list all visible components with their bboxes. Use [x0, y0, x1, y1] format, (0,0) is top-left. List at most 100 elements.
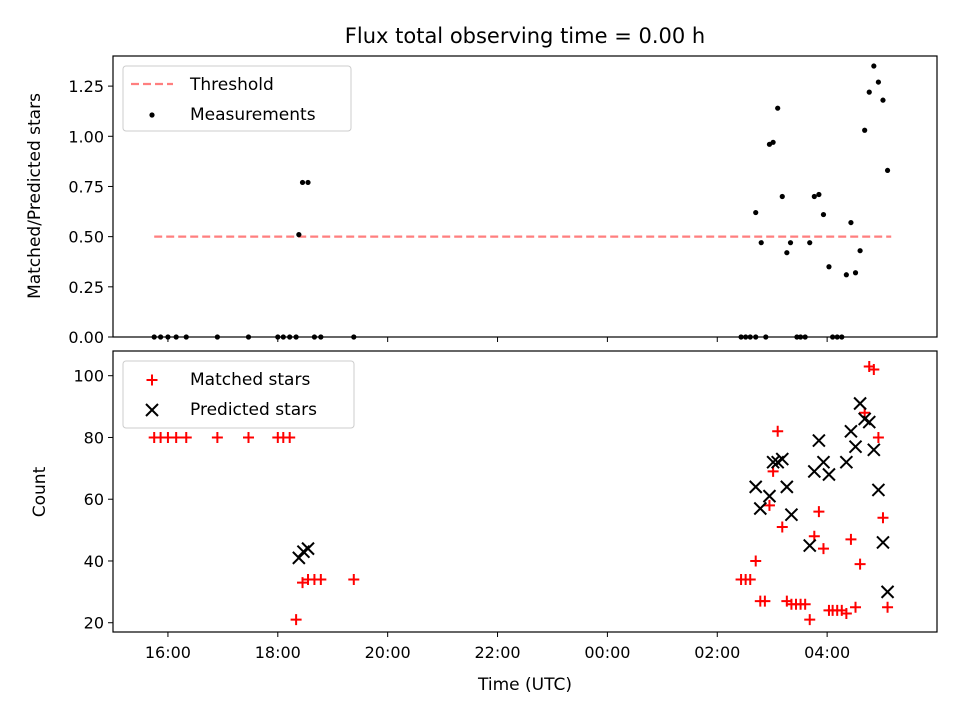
- predicted-star-point: [839, 455, 854, 469]
- top-y-tick-label: 0.75: [68, 177, 104, 196]
- matched-star-point: [750, 555, 762, 567]
- predicted-star-point: [853, 396, 867, 411]
- matched-star-point: [180, 431, 192, 443]
- bottom-y-tick-label: 20: [84, 614, 104, 633]
- bottom-x-tick-label: 18:00: [255, 643, 301, 662]
- bottom-axes-frame: [112, 350, 938, 633]
- legend-measurements-swatch: [149, 112, 155, 118]
- matched-star-point: [817, 543, 829, 555]
- measurement-point: [770, 139, 776, 145]
- x-axis-label: Time (UTC): [477, 675, 572, 695]
- top-y-tick-label: 0.25: [68, 278, 104, 297]
- matched-star-point: [243, 431, 255, 443]
- predicted-star-point: [762, 489, 777, 503]
- predicted-star-point: [766, 455, 780, 469]
- measurement-point: [871, 63, 877, 69]
- matched-star-point: [759, 595, 771, 607]
- matched-star-point: [882, 601, 894, 613]
- matched-star-point: [290, 614, 302, 626]
- measurement-point: [875, 79, 882, 85]
- matched-star-point: [850, 601, 862, 613]
- predicted-star-point: [871, 483, 886, 497]
- legend-predicted-label: Predicted stars: [190, 400, 317, 420]
- matched-star-point: [211, 431, 223, 443]
- bottom-legend: Matched stars Predicted stars: [122, 360, 355, 429]
- bottom-x-tick-label: 04:00: [804, 643, 850, 662]
- measurement-point: [866, 89, 872, 95]
- matched-star-point: [845, 533, 857, 545]
- measurement-point: [857, 248, 863, 254]
- predicted-star-point: [812, 433, 826, 448]
- measurement-point: [820, 211, 827, 218]
- measurement-point: [852, 270, 859, 276]
- predicted-star-point: [780, 480, 794, 494]
- bottom-y-axis-label: Count: [30, 466, 50, 517]
- bottom-x-tick-label: 22:00: [474, 643, 520, 662]
- predicted-star-point: [844, 424, 858, 438]
- matched-star-point: [877, 512, 889, 524]
- measurement-point: [305, 179, 311, 186]
- predicted-star-point: [822, 467, 836, 482]
- legend-predicted-swatch: [145, 403, 159, 417]
- predicted-star-point: [749, 480, 763, 494]
- bottom-y-tick-label: 80: [84, 428, 104, 447]
- matched-star-point: [813, 506, 825, 518]
- matched-star-point: [776, 521, 788, 533]
- measurement-point: [299, 179, 306, 186]
- matched-star-point: [284, 431, 296, 443]
- predicted-star-point: [816, 455, 831, 469]
- matched-star-point: [315, 574, 327, 586]
- matched-star-point: [854, 558, 866, 570]
- predicted-star-point: [803, 538, 817, 553]
- matched-star-point: [840, 607, 852, 619]
- predicted-star-point: [867, 443, 881, 457]
- measurement-point: [753, 209, 759, 216]
- top-y-tick-label: 0.50: [68, 228, 104, 247]
- matched-star-point: [763, 499, 775, 511]
- predicted-star-point: [753, 501, 768, 516]
- measurement-point: [296, 232, 302, 238]
- measurement-point: [826, 264, 832, 270]
- measurement-point: [843, 272, 849, 278]
- matched-star-point: [868, 364, 880, 376]
- predicted-star-point: [862, 415, 876, 429]
- top-axes-frame: [112, 55, 938, 338]
- measurement-point: [779, 193, 785, 200]
- chart-title: Flux total observing time = 0.00 h: [345, 24, 705, 48]
- top-y-tick-label: 1.00: [68, 127, 104, 146]
- top-y-axis-label: Matched/Predicted stars: [25, 93, 45, 299]
- predicted-star-point: [880, 585, 895, 599]
- top-plot-area: 0.00 0.25 0.50 0.75 1.00 1.25 Threshold Measure…: [68, 55, 938, 347]
- top-legend: Threshold Measurements: [122, 65, 352, 132]
- bottom-x-tick-label: 02:00: [694, 643, 740, 662]
- predicted-star-point: [876, 535, 890, 550]
- measurement-point: [775, 105, 781, 111]
- top-y-tick-label: 0.00: [68, 328, 104, 347]
- measurement-point: [880, 97, 886, 103]
- matched-star-point: [744, 574, 756, 586]
- measurement-point: [848, 219, 854, 226]
- measurement-point: [787, 240, 794, 246]
- legend-matched-label: Matched stars: [190, 370, 310, 390]
- matched-star-point: [170, 431, 182, 443]
- top-y-tick-label: 1.25: [68, 77, 104, 96]
- matched-star-point: [348, 574, 360, 586]
- matched-star-point: [804, 614, 816, 626]
- measurement-point: [862, 127, 868, 133]
- measurement-point: [811, 193, 817, 200]
- bottom-x-tick-label: 00:00: [584, 643, 630, 662]
- predicted-star-point: [784, 507, 799, 522]
- legend-measurements-label: Measurements: [190, 105, 316, 125]
- matched-star-point: [772, 425, 784, 437]
- bottom-x-tick-label: 16:00: [145, 643, 191, 662]
- bottom-y-tick-label: 100: [73, 367, 104, 386]
- legend-threshold-label: Threshold: [189, 75, 274, 95]
- measurement-point: [758, 240, 764, 246]
- matched-star-point: [799, 598, 811, 610]
- legend-matched-swatch: [146, 374, 158, 386]
- measurement-point: [884, 167, 891, 174]
- predicted-star-point: [848, 440, 863, 454]
- bottom-y-tick-label: 40: [84, 552, 104, 571]
- predicted-star-point: [301, 541, 315, 556]
